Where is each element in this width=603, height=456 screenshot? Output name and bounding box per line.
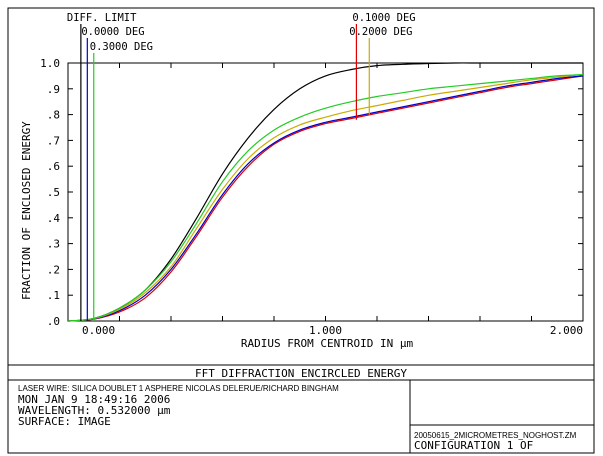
- y-tick-label: 1.0: [40, 57, 60, 70]
- plot-area: [67, 62, 584, 322]
- legend-label: DIFF. LIMIT: [67, 12, 137, 24]
- footer-wavelength: WAVELENGTH: 0.532000 µm: [18, 404, 171, 417]
- y-tick-label: .1: [47, 289, 60, 302]
- footer-description: LASER WIRE: SILICA DOUBLET 1 ASPHERE NIC…: [18, 384, 339, 393]
- legend-label: 0.2000 DEG: [349, 26, 412, 38]
- chart-title: FFT DIFFRACTION ENCIRCLED ENERGY: [195, 367, 407, 380]
- y-tick-label: .4: [47, 212, 61, 225]
- x-tick-label: 1.000: [309, 324, 342, 337]
- y-tick-label: .2: [47, 263, 60, 276]
- series-line-0-1000-deg: [67, 75, 584, 322]
- series-line-0-2000-deg: [67, 74, 584, 322]
- footer-date: MON JAN 9 18:49:16 2006: [18, 393, 170, 406]
- series-line-diff-limit: [67, 62, 583, 322]
- series-line-0-0000-deg: [67, 75, 584, 322]
- x-tick-label: 0.000: [82, 324, 115, 337]
- footer-filename: 20050615_2MICROMETRES_NOGHOST.ZM: [414, 431, 577, 440]
- y-tick-label: .6: [47, 160, 60, 173]
- y-tick-label: .8: [47, 109, 60, 122]
- series-line-0-3000-deg: [67, 74, 584, 322]
- legend-label: 0.1000 DEG: [352, 12, 415, 24]
- footer-configuration: CONFIGURATION 1 OF: [414, 439, 533, 452]
- y-axis-label: FRACTION OF ENCLOSED ENERGY: [20, 121, 33, 300]
- y-tick-label: .3: [47, 238, 60, 251]
- footer-surface: SURFACE: IMAGE: [18, 415, 111, 428]
- y-tick-label: .7: [47, 134, 60, 147]
- legend-markers: DIFF. LIMIT 0.0000 DEG 0.3000 DEG 0.1000 DE…: [67, 12, 416, 321]
- y-tick-label: .5: [47, 186, 60, 199]
- y-tick-label: .9: [47, 83, 60, 96]
- series-lines: [67, 62, 584, 322]
- x-axis-label: RADIUS FROM CENTROID IN µm: [241, 337, 414, 350]
- outer-border: [7, 7, 595, 454]
- x-tick-label: 2.000: [550, 324, 583, 337]
- legend-label: 0.3000 DEG: [90, 41, 153, 53]
- axis-ticks: .0 .1 .2 .3 .4 .5 .6 .7 .8 .9 1.0 0.000 1.000 2.000: [40, 57, 583, 337]
- legend-label: 0.0000 DEG: [81, 26, 144, 38]
- y-tick-label: .0: [47, 315, 60, 328]
